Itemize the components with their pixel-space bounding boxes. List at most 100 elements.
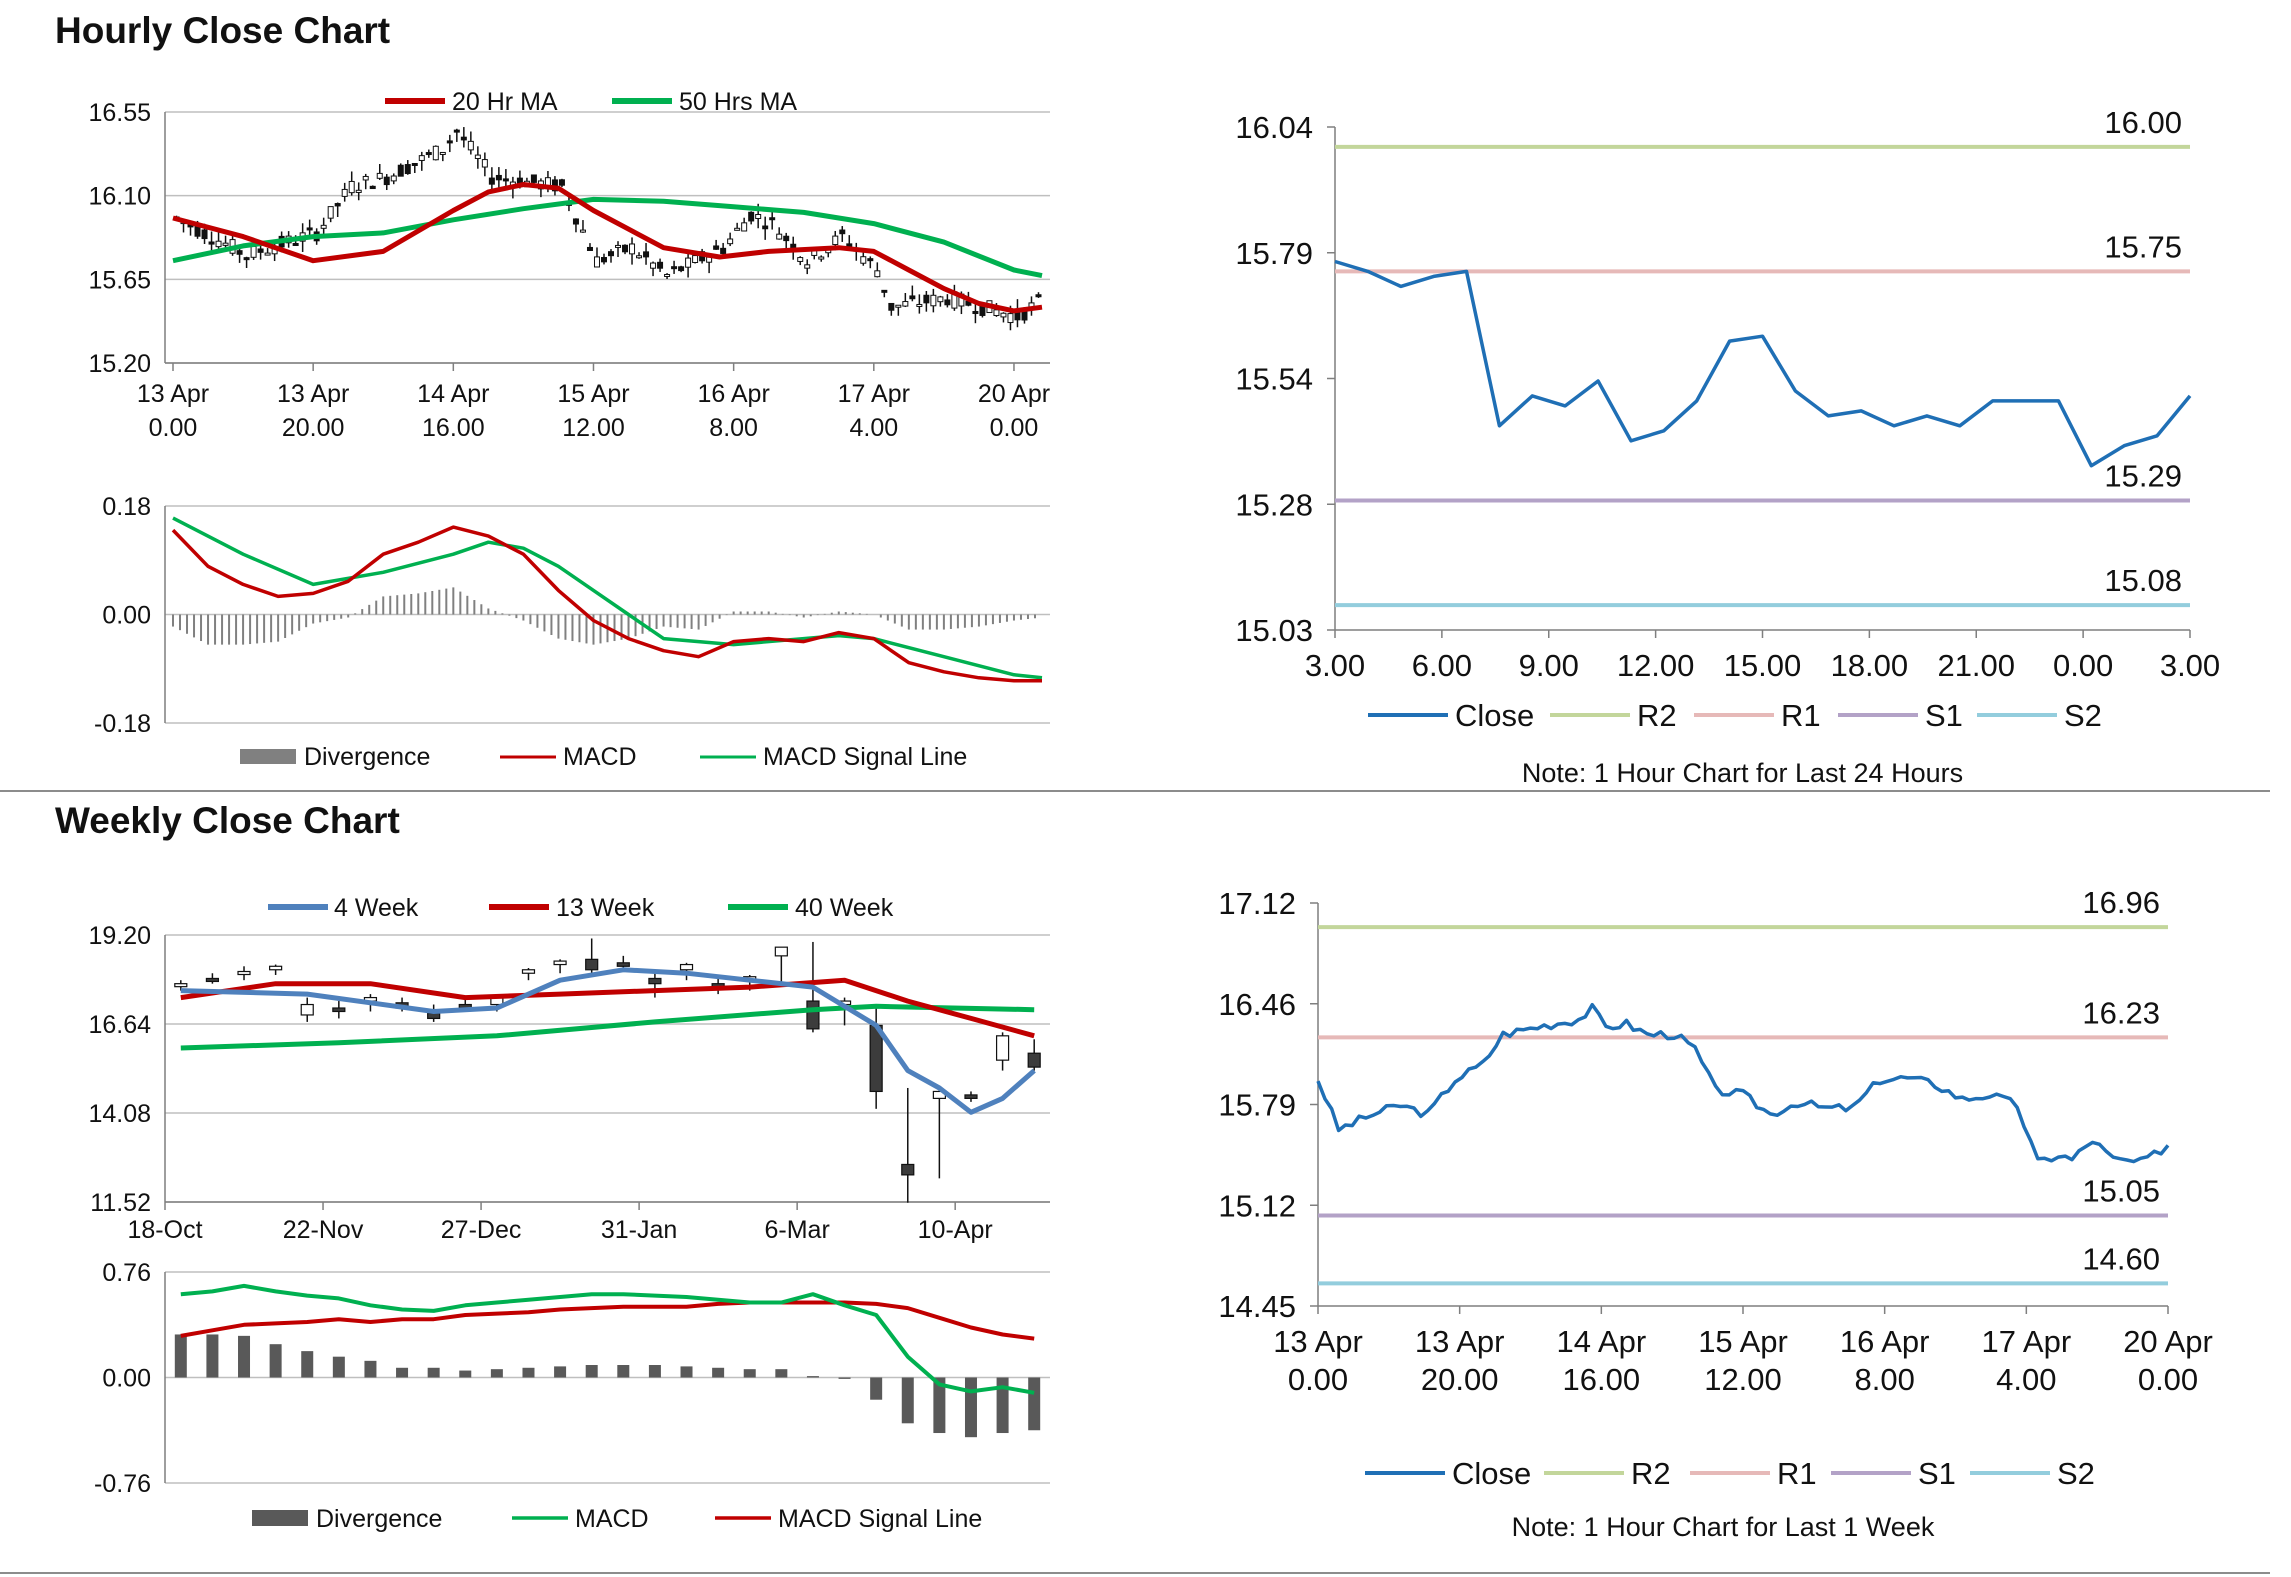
hourly-24h-xtick-label: 3.00 (2160, 648, 2220, 683)
hourly-candle-body (334, 203, 341, 207)
hourly-candle-body (909, 295, 916, 300)
hourly-candle-body (481, 159, 488, 168)
weekly-macd-signal-line (180, 1300, 1035, 1341)
weekly-divergence-bar (332, 1356, 345, 1378)
weekly-candle-body (427, 1012, 441, 1020)
hourly-24h-ytick: 15.03 (1235, 613, 1313, 648)
hourly-1w-level-label-r1: 16.23 (2082, 995, 2160, 1030)
hourly-candle-body (467, 140, 474, 151)
weekly-divergence-bar (617, 1365, 630, 1378)
hourly-candle-body (579, 229, 586, 233)
hourly-1w-note: Note: 1 Hour Chart for Last 1 Week (1512, 1512, 1935, 1542)
hourly-1w-xtick-label: 14 Apr (1557, 1324, 1647, 1359)
weekly-candle-body (1027, 1052, 1041, 1068)
hourly-candle-body (250, 246, 257, 258)
hourly-1w-legend-label: S1 (1918, 1456, 1956, 1491)
weekly-price-xtick-label: 18-Oct (127, 1216, 202, 1244)
hourly-macd-ytick: -0.18 (94, 710, 151, 738)
hourly-candle-body (572, 218, 579, 225)
hourly-candle-body (411, 162, 418, 166)
hourly-candle-body (362, 175, 369, 181)
hourly-candle-body (397, 164, 404, 177)
hourly-candle-body (657, 261, 664, 269)
hourly-candle-body (453, 129, 460, 133)
hourly-macd-line (171, 525, 1042, 683)
hourly-candle-body (671, 266, 678, 270)
hourly-candle-body (593, 256, 600, 268)
hourly-candle-body (369, 185, 376, 190)
hourly-candle-body (502, 178, 509, 182)
hourly-price-ytick: 16.55 (88, 99, 151, 127)
hourly-24h-level-label-r1: 15.75 (2104, 229, 2182, 264)
hourly-candle-body (741, 222, 748, 232)
hourly-candle-body (804, 264, 811, 269)
hourly-candle-body (600, 257, 607, 263)
weekly-divergence-bar (964, 1377, 977, 1438)
hourly-price-xtick-label: 0.00 (149, 414, 198, 442)
weekly-price-ytick: 14.08 (88, 1100, 151, 1128)
hourly-candle-body (404, 164, 411, 175)
weekly-price-xtick-label: 6-Mar (764, 1216, 829, 1244)
hourly-24h-legend-label: S1 (1925, 698, 1963, 733)
hourly-candle-body (194, 225, 201, 237)
hourly-24h-xtick-label: 9.00 (1519, 648, 1579, 683)
hourly-24h-xtick-label: 12.00 (1617, 648, 1695, 683)
hourly-candle-body (236, 250, 243, 255)
hourly-candle-body (615, 244, 622, 248)
hourly-candle-body (432, 145, 439, 161)
hourly-candle-body (832, 235, 839, 246)
hourly-macd-ytick: 0.18 (102, 493, 151, 521)
hourly-24h-ytick: 15.54 (1235, 362, 1313, 397)
hourly-24h-level-label-s1: 15.29 (2104, 459, 2182, 494)
legend-ma20-label: 20 Hr MA (452, 88, 558, 116)
hourly-candle-body (474, 154, 481, 160)
hourly-24h-note: Note: 1 Hour Chart for Last 24 Hours (1522, 758, 1963, 788)
hourly-candle-body (818, 256, 825, 260)
weekly-divergence-bar (364, 1360, 377, 1378)
hourly-candle-body (629, 243, 636, 255)
hourly-price-xtick-label: 17 Apr (838, 380, 910, 408)
hourly-candle-body (586, 246, 593, 251)
hourly-candle-body (895, 304, 902, 308)
weekly-divergence-bar (585, 1365, 598, 1378)
hourly-candle-body (320, 224, 327, 229)
hourly-candle-body (558, 179, 565, 186)
hourly-price-xtick-label: 12.00 (562, 414, 625, 442)
hourly-24h-level-label-s2: 15.08 (2104, 563, 2182, 598)
hourly-24h-close-line (1334, 259, 2192, 468)
hourly-1w-ytick: 15.79 (1218, 1088, 1296, 1123)
hourly-macd-signal-line (172, 516, 1043, 680)
weekly-divergence-bar (901, 1377, 914, 1424)
hourly-24h-xtick-label: 15.00 (1724, 648, 1802, 683)
weekly-macd-line (180, 1283, 1035, 1395)
hourly-candle-body (257, 248, 264, 253)
weekly-divergence-bar (838, 1377, 851, 1379)
hourly-price-xtick-label: 4.00 (849, 414, 898, 442)
hourly-candle-body (636, 255, 643, 259)
hourly-1w-xtick-label: 4.00 (1996, 1362, 2056, 1397)
weekly-candle-body (806, 1000, 820, 1030)
weekly-divergence-bar (490, 1369, 503, 1378)
weekly-4w-line (180, 967, 1036, 1115)
weekly-divergence-bar (996, 1377, 1009, 1434)
hourly-24h-xtick-label: 6.00 (1412, 648, 1472, 683)
section-divider (0, 790, 2270, 792)
weekly-divergence-bar (743, 1369, 756, 1378)
hourly-candle-body (222, 242, 229, 246)
hourly-1w-xtick-label: 20.00 (1421, 1362, 1499, 1397)
hourly-1w-legend-label: R1 (1777, 1456, 1817, 1491)
hourly-price-xtick-label: 15 Apr (557, 380, 629, 408)
weekly-candle-body (300, 1003, 314, 1016)
hourly-candle-body (425, 152, 432, 156)
hourly-candle-body (874, 270, 881, 278)
hourly-candle-body (643, 251, 650, 258)
hourly-candle-body (215, 240, 222, 248)
hourly-price-ytick: 15.65 (88, 266, 151, 294)
weekly-40w-line (180, 1003, 1035, 1051)
legend-signal-label: MACD Signal Line (763, 743, 967, 771)
hourly-macd-ytick: 0.00 (102, 602, 151, 630)
hourly-1w-legend-label: S2 (2057, 1456, 2095, 1491)
weekly-macd-ytick: 0.76 (102, 1259, 151, 1287)
weekly-candle-body (995, 1035, 1010, 1061)
weekly-13w-line (180, 977, 1035, 1039)
